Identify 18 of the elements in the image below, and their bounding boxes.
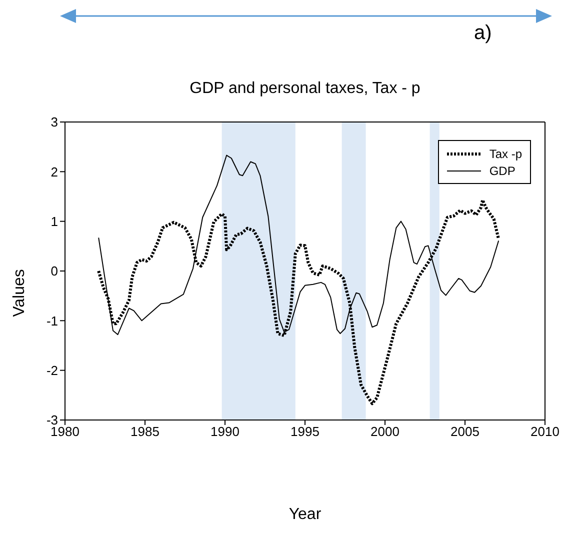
text: a) bbox=[474, 22, 492, 45]
y-tick-label: -2 bbox=[46, 362, 58, 378]
legend-label: Tax -p bbox=[489, 146, 522, 160]
y-tick-label: -1 bbox=[46, 313, 58, 328]
x-tick-label: 2000 bbox=[370, 424, 400, 440]
x-axis-title: Year bbox=[288, 506, 322, 524]
y-axis-title: Values bbox=[11, 269, 29, 317]
chart-title: GDP and personal taxes, Tax - p bbox=[188, 80, 422, 98]
y-tick-label: 2 bbox=[50, 164, 58, 180]
x-tick-label: 1995 bbox=[290, 424, 320, 440]
y-tick-label: 1 bbox=[50, 214, 58, 229]
legend-label: GDP bbox=[489, 164, 516, 178]
x-tick-label: 2005 bbox=[450, 424, 480, 440]
y-tick-label: 0 bbox=[50, 264, 58, 279]
y-tick-label: 3 bbox=[50, 114, 58, 130]
x-tick-label: 1985 bbox=[130, 424, 160, 440]
x-tick-label: 1990 bbox=[210, 424, 240, 440]
x-tick-label: 2010 bbox=[530, 424, 560, 440]
